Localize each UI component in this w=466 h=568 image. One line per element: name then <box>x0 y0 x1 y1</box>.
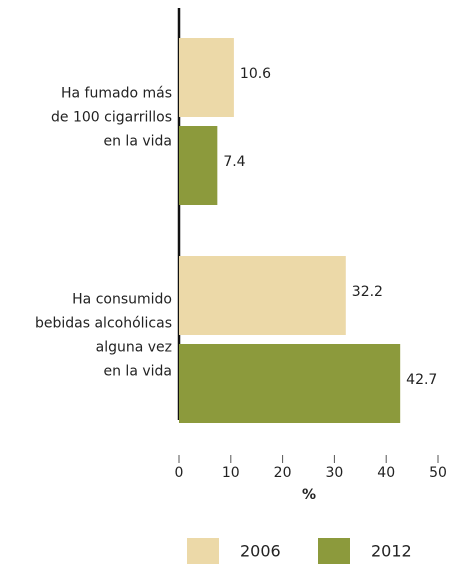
value-label: 32.2 <box>352 284 383 300</box>
category-label: Ha fumado más <box>61 86 172 102</box>
x-tick-label: 30 <box>325 465 343 481</box>
category-label: de 100 cigarrillos <box>51 110 172 126</box>
legend-swatch <box>318 538 350 565</box>
legend-swatch <box>187 538 219 565</box>
category-label: en la vida <box>104 364 173 380</box>
value-label: 42.7 <box>406 372 437 388</box>
category-label: Ha consumido <box>72 292 172 308</box>
value-label: 7.4 <box>223 154 245 170</box>
bar <box>179 126 218 205</box>
category-label: en la vida <box>104 134 173 150</box>
category-label: bebidas alcohólicas <box>35 316 172 332</box>
category-label: alguna vez <box>96 340 172 356</box>
bar <box>179 256 346 335</box>
x-tick-label: 40 <box>377 465 395 481</box>
x-tick-label: 0 <box>175 465 184 481</box>
x-tick-label: 10 <box>222 465 240 481</box>
bar <box>179 344 401 423</box>
x-tick-label: 50 <box>429 465 447 481</box>
value-label: 10.6 <box>240 66 271 82</box>
legend-label: 2012 <box>371 542 412 561</box>
legend-label: 2006 <box>240 542 281 561</box>
x-axis-label: % <box>302 487 316 503</box>
x-tick-label: 20 <box>274 465 292 481</box>
bar <box>179 38 234 117</box>
